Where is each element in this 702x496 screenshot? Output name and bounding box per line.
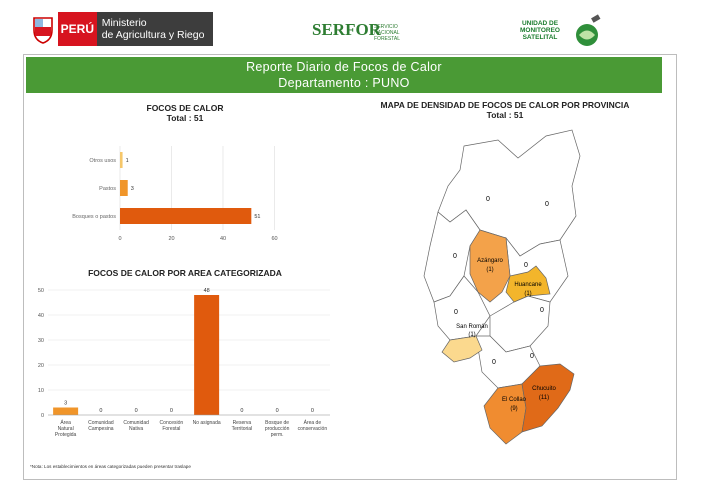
map-label-elcollao: El Collao	[502, 397, 527, 403]
serfor-tagline: SERVICIO NACIONAL FORESTAL	[374, 24, 401, 42]
unit-line2: MONITOREO	[520, 27, 560, 35]
chart2-value-label: 0	[170, 408, 173, 414]
chart2-y-tick-label: 50	[38, 288, 44, 294]
chart1-category-label: Pastos	[99, 186, 116, 192]
map-label-north-left: 0	[486, 196, 490, 203]
map-subtitle: Total : 51	[486, 110, 524, 120]
chart2-y-tick-label: 30	[38, 338, 44, 344]
ministry-line2: de Agricultura y Riego	[101, 29, 205, 41]
ministry-name: Ministerio de Agricultura y Riego	[96, 12, 213, 46]
chart2-value-label: 0	[135, 408, 138, 414]
map-label-sanroman-value: (1)	[468, 332, 475, 338]
report-subtitle: Departamento : PUNO	[278, 76, 410, 90]
province-chucuito	[521, 363, 575, 433]
map-label-huancane-value: (1)	[524, 291, 531, 297]
satellite-icon	[576, 14, 601, 46]
map-label-huancane: Huancane	[514, 282, 542, 288]
chart1-value-label: 51	[254, 214, 260, 220]
map-label-west: 0	[453, 253, 457, 260]
chart2-y-tick-label: 0	[41, 413, 44, 419]
chart1-bar	[120, 152, 123, 168]
chart1-value-label: 3	[131, 186, 134, 192]
chart1-category-label: Bosques o pastos	[72, 214, 116, 220]
chart2-category-label: No asignada	[193, 420, 221, 426]
chart2-value-label: 3	[64, 401, 67, 407]
map-label-east: 0	[530, 353, 534, 360]
chart1-x-tick-label: 0	[118, 236, 121, 242]
province-huancane	[505, 265, 551, 303]
chart2-category-label: Bosque de producción perm.	[265, 420, 290, 438]
chart2-value-label: 0	[240, 408, 243, 414]
province-elcollao	[483, 383, 527, 445]
monitoring-unit-label: UNIDAD DE MONITOREO SATELITAL	[508, 20, 572, 42]
chart2-category-label: Comunidad Campesina	[88, 420, 114, 432]
map-label-azangaro: Azángaro	[477, 258, 503, 264]
map-label-southwest: 0	[454, 309, 458, 316]
chart1-x-tick-label: 40	[220, 236, 226, 242]
map-label-elcollao-value: (9)	[510, 406, 517, 412]
chart1-bar	[120, 208, 252, 224]
serfor-logo: SERFOR	[312, 20, 381, 39]
province-lake	[489, 295, 551, 353]
chart2-y-tick-label: 40	[38, 313, 44, 319]
chart2-bar	[194, 295, 220, 415]
heat-foci-by-cover-chart: 0 20 40 60 Otros usos 1 Pastos 3 Bosques o pasto…	[72, 146, 278, 242]
chart1-x-tick-label: 60	[271, 236, 277, 242]
chart2-category-label: Reserva Territorial	[232, 420, 253, 432]
chart1-subtitle: Total : 51	[166, 113, 204, 123]
report-banner: Reporte Diario de Focos de Calor Departa…	[26, 57, 662, 93]
chart2-value-label: 48	[204, 288, 210, 294]
chart2-y-tick-label: 20	[38, 363, 44, 369]
puno-density-map: 0 0 0 Azángaro (1) 0 Huancane (1) 0 San …	[423, 129, 581, 445]
unit-line3: SATELITAL	[522, 34, 558, 42]
map-label-chucuito-value: (11)	[539, 395, 549, 401]
chart2-title: FOCOS DE CALOR POR AREA CATEGORIZADA	[88, 268, 282, 278]
chart2-category-label: Concesión Forestal	[160, 420, 184, 432]
map-label-sanroman: San Román	[456, 324, 488, 330]
chart2-value-label: 0	[276, 408, 279, 414]
chart2-value-label: 0	[311, 408, 314, 414]
map-label-chucuito: Chucuito	[532, 386, 556, 392]
country-label: PERÚ	[58, 12, 97, 46]
chart2-category-label: Área de conservación	[298, 419, 328, 432]
map-label-north-right: 0	[545, 201, 549, 208]
report-frame	[23, 54, 677, 480]
unit-line1: UNIDAD DE	[521, 20, 559, 27]
footnote: *Nota: Los establecimientos en áreas cat…	[30, 464, 191, 469]
chart1-value-label: 1	[126, 158, 129, 164]
chart1-title: FOCOS DE CALOR	[146, 103, 224, 113]
province-azangaro	[469, 229, 511, 303]
map-label-lake: 0	[540, 307, 544, 314]
map-label-azangaro-value: (1)	[486, 267, 493, 273]
chart2-category-label: Comunidad Nativa	[123, 420, 149, 432]
chart1-title-block: FOCOS DE CALOR Total : 51	[100, 103, 270, 123]
map-title-block: MAPA DE DENSIDAD DE FOCOS DE CALOR POR P…	[360, 100, 650, 120]
chart1-x-tick-label: 20	[168, 236, 174, 242]
ministry-logo: PERÚ Ministerio de Agricultura y Riego	[26, 12, 213, 46]
ministry-line1: Ministerio	[101, 17, 147, 29]
map-label-south: 0	[492, 359, 496, 366]
province-sanroman	[441, 335, 483, 363]
chart1-bar	[120, 180, 128, 196]
chart2-bar	[53, 407, 79, 415]
heat-foci-by-area-chart: 0 10 20 30 40 50 3 Área Natural Protegida 0 Comunid…	[38, 288, 330, 438]
map-label-center: 0	[524, 262, 528, 269]
chart2-y-tick-label: 10	[38, 388, 44, 394]
chart1-category-label: Otros usos	[89, 158, 116, 164]
chart2-category-label: Área Natural Protegida	[55, 419, 77, 438]
map-title: MAPA DE DENSIDAD DE FOCOS DE CALOR POR P…	[380, 100, 630, 110]
chart2-value-label: 0	[99, 408, 102, 414]
coat-of-arms-icon	[33, 17, 53, 44]
report-title: Reporte Diario de Focos de Calor	[246, 60, 442, 74]
